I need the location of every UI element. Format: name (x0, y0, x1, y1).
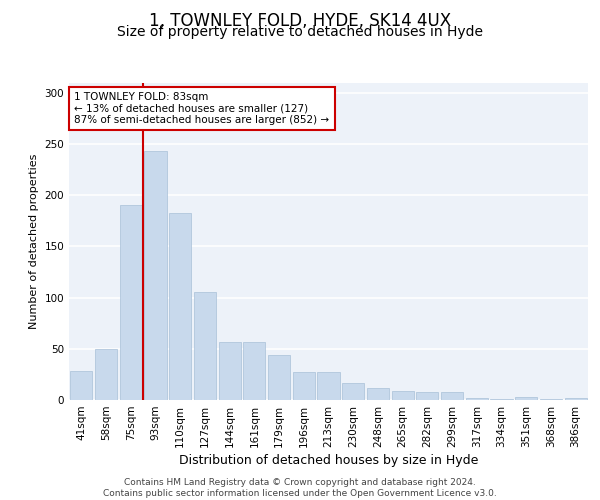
Bar (169, 212, 191, 400)
Bar (194, 292, 216, 400)
Bar (392, 391, 414, 400)
Bar (367, 388, 389, 400)
Bar (95, 349, 117, 400)
Bar (441, 392, 463, 400)
Y-axis label: Number of detached properties: Number of detached properties (29, 154, 39, 329)
Bar (490, 399, 512, 400)
Bar (293, 372, 315, 400)
Bar (268, 355, 290, 400)
Bar (342, 382, 364, 400)
Bar (515, 397, 538, 400)
Bar (243, 342, 265, 400)
Text: Size of property relative to detached houses in Hyde: Size of property relative to detached ho… (117, 25, 483, 39)
Bar (218, 342, 241, 400)
X-axis label: Distribution of detached houses by size in Hyde: Distribution of detached houses by size … (179, 454, 478, 467)
Bar (145, 151, 167, 400)
Bar (565, 398, 587, 400)
Bar (70, 372, 92, 400)
Bar (416, 392, 439, 400)
Text: 1 TOWNLEY FOLD: 83sqm
← 13% of detached houses are smaller (127)
87% of semi-det: 1 TOWNLEY FOLD: 83sqm ← 13% of detached … (74, 92, 329, 125)
Text: Contains HM Land Registry data © Crown copyright and database right 2024.
Contai: Contains HM Land Registry data © Crown c… (103, 478, 497, 498)
Bar (466, 398, 488, 400)
Text: 1, TOWNLEY FOLD, HYDE, SK14 4UX: 1, TOWNLEY FOLD, HYDE, SK14 4UX (149, 12, 451, 30)
Bar (540, 399, 562, 400)
Bar (119, 206, 142, 400)
Bar (317, 372, 340, 400)
